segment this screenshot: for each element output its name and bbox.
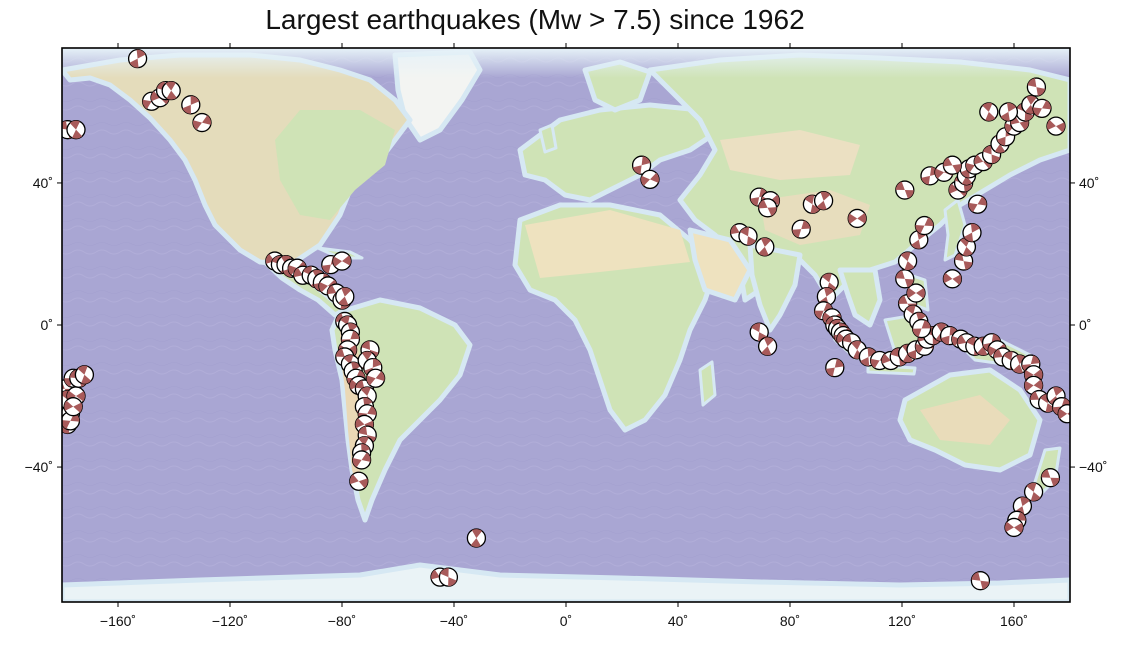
earthquake-beachball <box>897 251 918 271</box>
earthquake-beachball <box>847 208 867 229</box>
earthquake-beachball <box>962 223 982 243</box>
y-tick-label-left: −40˚ <box>25 459 53 475</box>
earthquake-beachball <box>942 269 963 289</box>
earthquake-beachball <box>1040 468 1061 488</box>
earthquake-beachball <box>631 155 652 175</box>
map-title: Largest earthquakes (Mw > 7.5) since 196… <box>265 4 805 35</box>
y-tick-label-left: 0˚ <box>41 317 53 333</box>
y-tick-label-right: 0˚ <box>1079 317 1091 333</box>
axis-ticks: −160˚ −120˚ −80˚ −40˚ 0˚ 40˚ 80˚ 120˚ 160˚ 40˚ 40˚… <box>25 43 1107 629</box>
earthquake-beachball <box>66 120 86 140</box>
x-tick-label: −160˚ <box>100 613 136 629</box>
x-tick-label: 40˚ <box>668 613 688 629</box>
earthquake-beachball <box>1012 496 1033 516</box>
earthquake-beachball <box>911 318 932 339</box>
north-america-east <box>275 110 395 220</box>
tibet <box>760 190 870 245</box>
earthquake-beachball <box>349 471 369 491</box>
x-tick-label: −80˚ <box>328 613 356 629</box>
japan <box>943 198 967 262</box>
earthquake-beachball <box>181 95 201 115</box>
x-tick-label: −120˚ <box>212 613 248 629</box>
central-asia-highlands <box>720 130 860 180</box>
earthquake-beachball <box>967 194 988 214</box>
y-tick-label-left: 40˚ <box>33 175 53 191</box>
y-tick-label-right: 40˚ <box>1079 175 1099 191</box>
x-tick-label: −40˚ <box>440 613 468 629</box>
earthquake-beachball <box>351 450 372 470</box>
x-tick-label: 120˚ <box>888 613 916 629</box>
earthquake-beachball <box>998 102 1019 122</box>
earthquake-beachball <box>757 336 778 356</box>
earthquake-beachball <box>755 237 775 257</box>
x-tick-label: 0˚ <box>560 613 572 629</box>
earthquake-beachball <box>895 180 915 200</box>
x-tick-label: 80˚ <box>780 613 800 629</box>
earthquake-beachball <box>914 215 935 236</box>
arabia <box>687 227 753 303</box>
earthquake-beachball <box>640 169 660 190</box>
earthquake-beachball <box>757 198 778 218</box>
earthquake-beachball <box>1046 116 1066 136</box>
earthquake-beachball <box>813 191 834 211</box>
madagascar <box>698 360 717 407</box>
earthquake-beachball <box>942 155 963 175</box>
earthquake-beachball <box>1032 98 1052 119</box>
indochina <box>837 267 883 328</box>
antarctica <box>62 562 1070 602</box>
earthquake-beachball <box>438 567 459 587</box>
british-isles <box>538 123 558 154</box>
earthquake-beachball <box>335 286 355 307</box>
sahara <box>525 210 690 278</box>
earthquake-beachball <box>1057 404 1070 424</box>
earthquake-beachball <box>895 269 915 289</box>
earthquake-beachball <box>979 102 999 122</box>
arctic-haze <box>62 48 1070 78</box>
earthquake-beachball <box>1023 482 1044 502</box>
earthquake-beachball <box>791 219 811 239</box>
y-tick-label-right: −40˚ <box>1079 459 1107 475</box>
india <box>747 242 803 333</box>
earthquake-beachball <box>63 397 83 417</box>
earthquake-beachball <box>970 571 991 591</box>
australia-interior <box>920 395 1010 445</box>
earthquake-beachball <box>466 528 487 548</box>
earthquake-beachball <box>749 322 769 342</box>
x-tick-label: 160˚ <box>1000 613 1028 629</box>
earthquake-beachball <box>906 283 926 303</box>
earthquake-beachball <box>127 49 148 69</box>
earthquake-beachball <box>1004 517 1024 538</box>
earthquake-beachball <box>365 368 386 388</box>
earthquake-beachball <box>909 230 929 250</box>
earthquake-beachball <box>74 365 95 385</box>
map-canvas <box>62 48 1070 602</box>
earthquake-beachball <box>192 112 212 133</box>
earthquake-beachball <box>825 357 845 378</box>
earthquake-beachball <box>738 226 758 246</box>
earthquake-beachball <box>161 80 181 101</box>
earthquake-beachball <box>1026 77 1047 97</box>
earthquake-beachball <box>332 251 352 271</box>
earthquake-markers <box>62 49 1070 591</box>
